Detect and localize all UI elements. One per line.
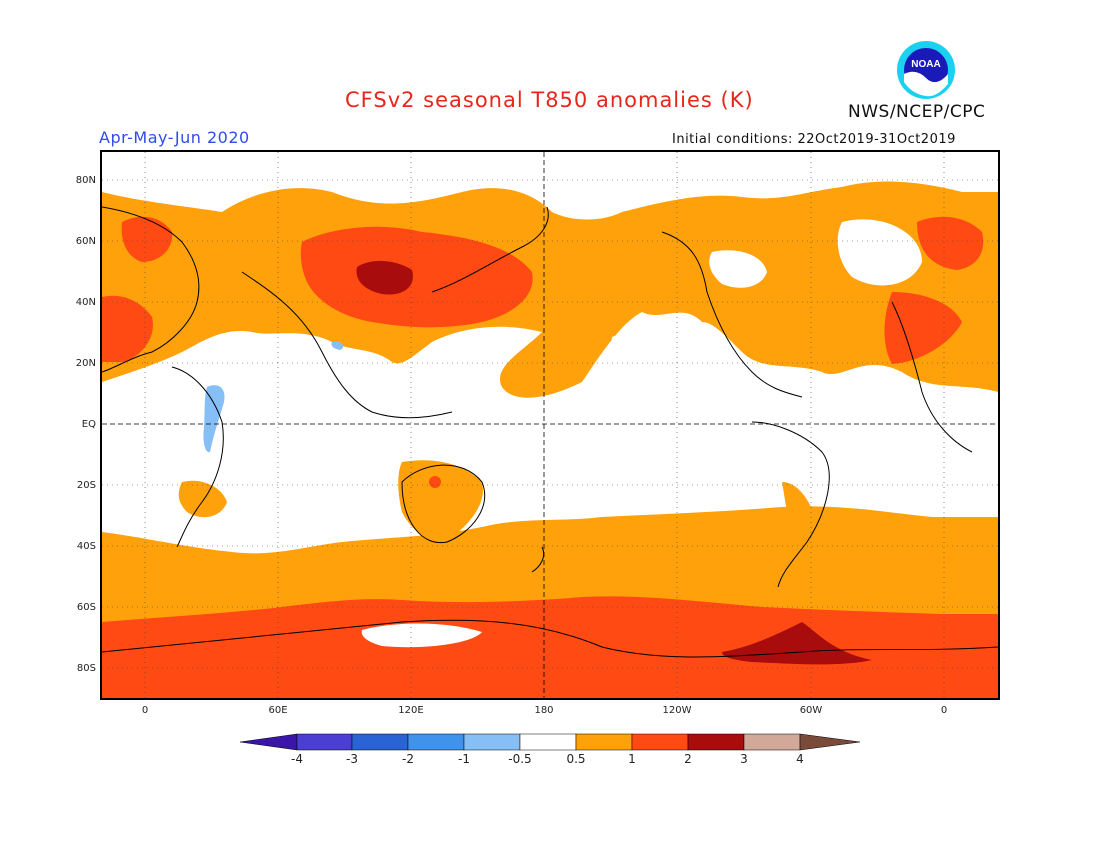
colorbar-tick: 2	[684, 752, 692, 766]
colorbar-tick: -2	[402, 752, 414, 766]
lat-label: 80S	[76, 663, 96, 674]
lat-label: 80N	[75, 175, 96, 186]
colorbar-swatch	[351, 733, 409, 751]
lat-label: 40S	[76, 541, 96, 552]
lat-label: EQ	[81, 419, 96, 430]
noaa-logo-icon: NOAA	[897, 41, 955, 99]
colorbar-tick: 0.5	[566, 752, 586, 766]
equator-dateline	[102, 152, 998, 698]
colorbar-tick: -4	[291, 752, 303, 766]
anomaly-positive-2-3	[356, 260, 872, 665]
colorbar-swatch	[575, 733, 633, 751]
lat-label: 20S	[76, 480, 96, 491]
colorbar-tick: -3	[346, 752, 358, 766]
agency-label: NWS/NCEP/CPC	[848, 102, 986, 122]
lon-label: 120W	[662, 705, 692, 716]
colorbar-high-arrow	[799, 733, 861, 751]
colorbar-tick: 3	[740, 752, 748, 766]
lat-label: 40N	[75, 297, 96, 308]
lon-label: 60E	[268, 705, 288, 716]
anomaly-negative-0-5-1	[203, 341, 344, 453]
lon-label: 0	[141, 705, 149, 716]
colorbar-swatch	[631, 733, 689, 751]
graticule	[102, 152, 998, 698]
logo-text: NOAA	[911, 59, 940, 70]
colorbar-tick: 4	[796, 752, 804, 766]
colorbar-tick: -0.5	[508, 752, 532, 766]
colorbar-swatch	[463, 733, 521, 751]
anomaly-map	[102, 152, 998, 698]
lon-label: 180	[534, 705, 554, 716]
lon-label: 0	[940, 705, 948, 716]
lat-label: 60N	[75, 236, 96, 247]
initial-conditions: Initial conditions: 22Oct2019-31Oct2019	[672, 132, 956, 147]
lat-label: 20N	[75, 358, 96, 369]
colorbar-swatch	[519, 733, 577, 751]
colorbar	[239, 733, 861, 751]
chart-title: CFSv2 seasonal T850 anomalies (K)	[345, 88, 754, 112]
lon-label: 120E	[398, 705, 424, 716]
colorbar-swatch	[407, 733, 465, 751]
colorbar-low-arrow	[239, 733, 298, 751]
lon-label: 60W	[799, 705, 823, 716]
colorbar-tick: 1	[628, 752, 636, 766]
anomaly-positive-1-2	[102, 216, 998, 698]
colorbar-tick: -1	[458, 752, 470, 766]
forecast-period: Apr-May-Jun 2020	[99, 128, 250, 147]
colorbar-swatch	[296, 733, 353, 751]
lat-label: 60S	[76, 602, 96, 613]
map-panel	[100, 150, 1000, 700]
colorbar-swatch	[743, 733, 801, 751]
colorbar-swatch	[687, 733, 745, 751]
coastlines	[102, 206, 998, 658]
